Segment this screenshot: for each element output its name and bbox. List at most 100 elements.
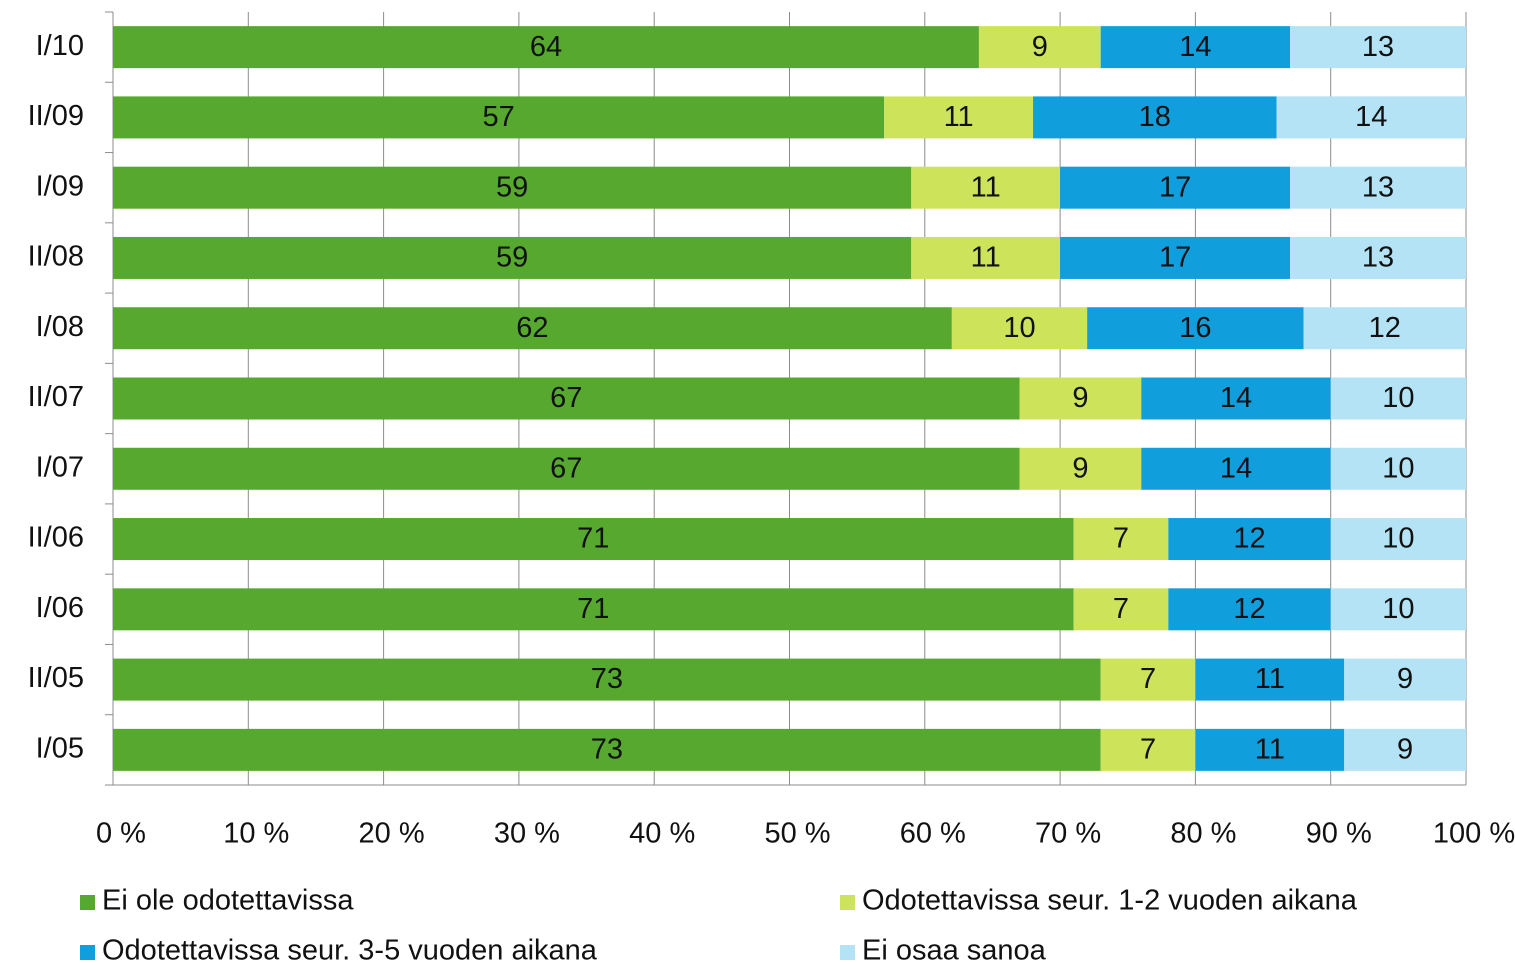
data-label: 11 bbox=[971, 242, 1001, 274]
bar-segment bbox=[1344, 658, 1466, 701]
data-label: 10 bbox=[1382, 523, 1414, 555]
data-label: 71 bbox=[577, 593, 609, 625]
bar-segment bbox=[113, 658, 1101, 701]
data-label: 10 bbox=[1382, 452, 1414, 484]
bar-segment bbox=[884, 96, 1034, 139]
data-label: 9 bbox=[1397, 663, 1413, 695]
bar-segment bbox=[113, 447, 1020, 490]
x-tick-label: 30 % bbox=[494, 818, 560, 850]
data-label: 67 bbox=[550, 382, 582, 414]
data-label: 11 bbox=[971, 171, 1001, 203]
data-label: 13 bbox=[1362, 171, 1394, 203]
bar-segment bbox=[978, 26, 1101, 69]
bar-segment bbox=[1060, 166, 1291, 209]
data-label: 7 bbox=[1140, 734, 1156, 766]
bar-segment bbox=[1344, 728, 1466, 771]
bar-segment bbox=[113, 26, 979, 69]
data-label: 73 bbox=[591, 663, 623, 695]
bar-segment bbox=[951, 307, 1088, 350]
data-label: 67 bbox=[550, 452, 582, 484]
bar-segment bbox=[1290, 166, 1466, 209]
bar-segment bbox=[1276, 96, 1466, 139]
data-label: 10 bbox=[1003, 312, 1035, 344]
bar-segment bbox=[911, 236, 1061, 279]
data-label: 71 bbox=[577, 523, 609, 555]
data-label: 14 bbox=[1220, 452, 1252, 484]
bar-segment bbox=[1330, 447, 1466, 490]
data-label: 10 bbox=[1382, 382, 1414, 414]
data-label: 12 bbox=[1233, 523, 1265, 555]
bar-segment bbox=[1100, 728, 1196, 771]
data-label: 7 bbox=[1113, 523, 1129, 555]
legend-swatch bbox=[840, 895, 855, 910]
data-label: 16 bbox=[1179, 312, 1211, 344]
bar-segment bbox=[1168, 518, 1331, 561]
y-tick-label: I/09 bbox=[36, 170, 84, 202]
legend-label: Ei osaa sanoa bbox=[862, 935, 1047, 965]
x-tick-label: 60 % bbox=[900, 818, 966, 850]
bar-segment bbox=[1033, 96, 1277, 139]
bar-segment bbox=[1060, 236, 1291, 279]
y-tick-label: I/08 bbox=[36, 311, 84, 343]
bar-segment bbox=[113, 166, 912, 209]
bar-segment bbox=[1330, 377, 1466, 420]
y-tick-label: II/05 bbox=[28, 662, 84, 694]
y-tick-label: I/10 bbox=[36, 30, 84, 62]
data-label: 9 bbox=[1397, 734, 1413, 766]
data-label: 11 bbox=[1255, 663, 1285, 695]
x-tick-label: 0 % bbox=[96, 818, 146, 850]
data-label: 12 bbox=[1369, 312, 1401, 344]
bar-segment bbox=[113, 728, 1101, 771]
x-tick-label: 20 % bbox=[359, 818, 425, 850]
data-label: 59 bbox=[496, 171, 528, 203]
data-label: 14 bbox=[1355, 101, 1387, 133]
y-tick-label: II/07 bbox=[28, 381, 84, 413]
bar-segment bbox=[1330, 588, 1466, 631]
data-label: 62 bbox=[516, 312, 548, 344]
bar-segment bbox=[1303, 307, 1466, 350]
bar-segment bbox=[911, 166, 1061, 209]
y-tick-label: II/09 bbox=[28, 100, 84, 132]
data-label: 13 bbox=[1362, 31, 1394, 63]
legend-swatch bbox=[840, 945, 855, 960]
data-label: 7 bbox=[1113, 593, 1129, 625]
data-label: 14 bbox=[1220, 382, 1252, 414]
bar-segment bbox=[113, 96, 885, 139]
data-label: 13 bbox=[1362, 242, 1394, 274]
bar-segment bbox=[1141, 377, 1331, 420]
bar-segment bbox=[1330, 518, 1466, 561]
bar-segment bbox=[113, 588, 1074, 631]
bar-segment bbox=[113, 518, 1074, 561]
legend-label: Ei ole odotettavissa bbox=[102, 885, 354, 917]
data-label: 17 bbox=[1159, 171, 1191, 203]
data-label: 9 bbox=[1072, 382, 1088, 414]
data-label: 73 bbox=[591, 734, 623, 766]
data-label: 57 bbox=[482, 101, 514, 133]
bar-segment bbox=[1100, 26, 1291, 69]
bar-segment bbox=[1073, 518, 1169, 561]
data-label: 18 bbox=[1139, 101, 1171, 133]
bar-segment bbox=[1290, 236, 1466, 279]
legend-label: Odotettavissa seur. 1-2 vuoden aikana bbox=[862, 885, 1358, 917]
data-label: 7 bbox=[1140, 663, 1156, 695]
data-label: 11 bbox=[944, 101, 974, 133]
y-tick-label: II/06 bbox=[28, 522, 84, 554]
bar-segment bbox=[1087, 307, 1304, 350]
data-label: 14 bbox=[1179, 31, 1211, 63]
bar-segment bbox=[113, 236, 912, 279]
bar-segment bbox=[1019, 377, 1142, 420]
y-tick-label: I/05 bbox=[36, 733, 84, 765]
data-label: 10 bbox=[1382, 593, 1414, 625]
x-tick-label: 90 % bbox=[1306, 818, 1372, 850]
bar-segment bbox=[1168, 588, 1331, 631]
y-tick-label: I/06 bbox=[36, 592, 84, 624]
bar-segment bbox=[1100, 658, 1196, 701]
legend-swatch bbox=[80, 945, 95, 960]
bar-segment bbox=[1195, 658, 1345, 701]
bar-segment bbox=[113, 307, 952, 350]
x-tick-label: 100 % bbox=[1433, 818, 1515, 850]
x-tick-label: 40 % bbox=[629, 818, 695, 850]
x-tick-label: 70 % bbox=[1035, 818, 1101, 850]
bar-segment bbox=[1019, 447, 1142, 490]
